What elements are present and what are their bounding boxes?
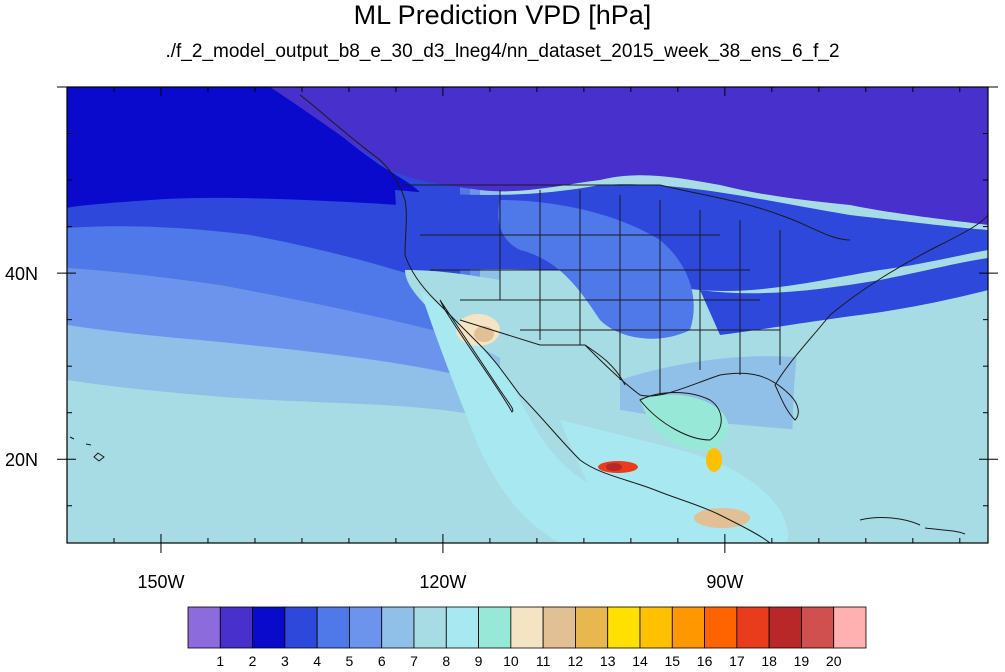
colorbar-label: 10 (503, 653, 519, 669)
colorbar-swatch (510, 606, 544, 649)
colorbar-swatch (736, 606, 770, 649)
colorbar-swatch (704, 606, 738, 649)
colorbar-label: 1 (216, 653, 224, 669)
colorbar-swatch (349, 606, 383, 649)
colorbar-swatch (445, 606, 479, 649)
colorbar-swatch (768, 606, 802, 649)
colorbar-swatch (187, 606, 221, 649)
us-canada-border (405, 184, 851, 241)
x-tick-label: 90W (706, 572, 743, 592)
colorbar-swatch (316, 606, 350, 649)
caribbean-hotspot (706, 448, 722, 472)
caribbean-islands (859, 517, 966, 535)
colorbar-swatch (478, 606, 512, 649)
atlantic-south (792, 310, 988, 543)
y-tick-label: 20N (5, 450, 38, 470)
colorbar-swatch (381, 606, 415, 649)
colorbar-label: 19 (794, 653, 810, 669)
colorbar-swatch (639, 606, 673, 649)
x-tick-label: 120W (419, 572, 466, 592)
vpd-field-layer (67, 87, 988, 543)
colorbar-label: 15 (664, 653, 680, 669)
colorbar-label: 16 (697, 653, 713, 669)
map-title: ML Prediction VPD [hPa] (353, 0, 652, 30)
colorbar-label: 14 (632, 653, 648, 669)
yucatan-coastline (639, 392, 722, 441)
colorbar-label: 18 (761, 653, 777, 669)
us-east (700, 258, 988, 335)
us-mexico-border (459, 319, 626, 386)
colorbar-label: 3 (281, 653, 289, 669)
map-frame (66, 86, 989, 544)
baja-coastline (439, 299, 514, 413)
colorbar-label: 7 (410, 653, 418, 669)
colorbar-swatch (252, 606, 286, 649)
colorbar-label: 2 (249, 653, 257, 669)
colorbar-swatch (801, 606, 835, 649)
colorbar-label: 5 (346, 653, 354, 669)
colorbar-label: 11 (536, 653, 551, 669)
colorbar-swatch (542, 606, 576, 649)
mexico-hotspot-core (606, 463, 622, 471)
colorbar-swatch (575, 606, 609, 649)
colorbar-label: 9 (475, 653, 483, 669)
colorbar-swatch (219, 606, 253, 649)
colorbar-swatch (833, 606, 867, 649)
colorbar-label: 17 (729, 653, 745, 669)
colorbar-label: 8 (442, 653, 450, 669)
hawaii-islands (69, 436, 105, 462)
colorbar-label: 20 (826, 653, 842, 669)
colorbar-label: 13 (600, 653, 616, 669)
pacific-north (67, 87, 422, 208)
coastline-layer (69, 94, 988, 543)
colorbar-label: 4 (313, 653, 321, 669)
x-tick-label: 150W (137, 572, 184, 592)
colorbar-swatch (413, 606, 447, 649)
desert-core (474, 326, 494, 342)
colorbar-swatch (284, 606, 318, 649)
north-america-coastline (299, 94, 771, 543)
colorbar-label: 12 (568, 653, 584, 669)
map-subtitle: ./f_2_model_output_b8_e_30_d3_lneg4/nn_d… (165, 41, 840, 62)
colorbar: 1 2 3 4 5 6 7 8 9 10 11 12 13 14 15 16 17 18 19 20 (187, 606, 867, 669)
central-america-hotspot (694, 508, 750, 528)
state-lines (420, 190, 781, 395)
colorbar-swatch (607, 606, 641, 649)
colorbar-label: 6 (378, 653, 386, 669)
colorbar-swatch (671, 606, 705, 649)
yucatan (640, 394, 729, 451)
axis-ticks: 150W 120W 90W 40N 20N (5, 86, 998, 592)
canada-north (270, 87, 988, 225)
y-tick-label: 40N (5, 264, 38, 284)
